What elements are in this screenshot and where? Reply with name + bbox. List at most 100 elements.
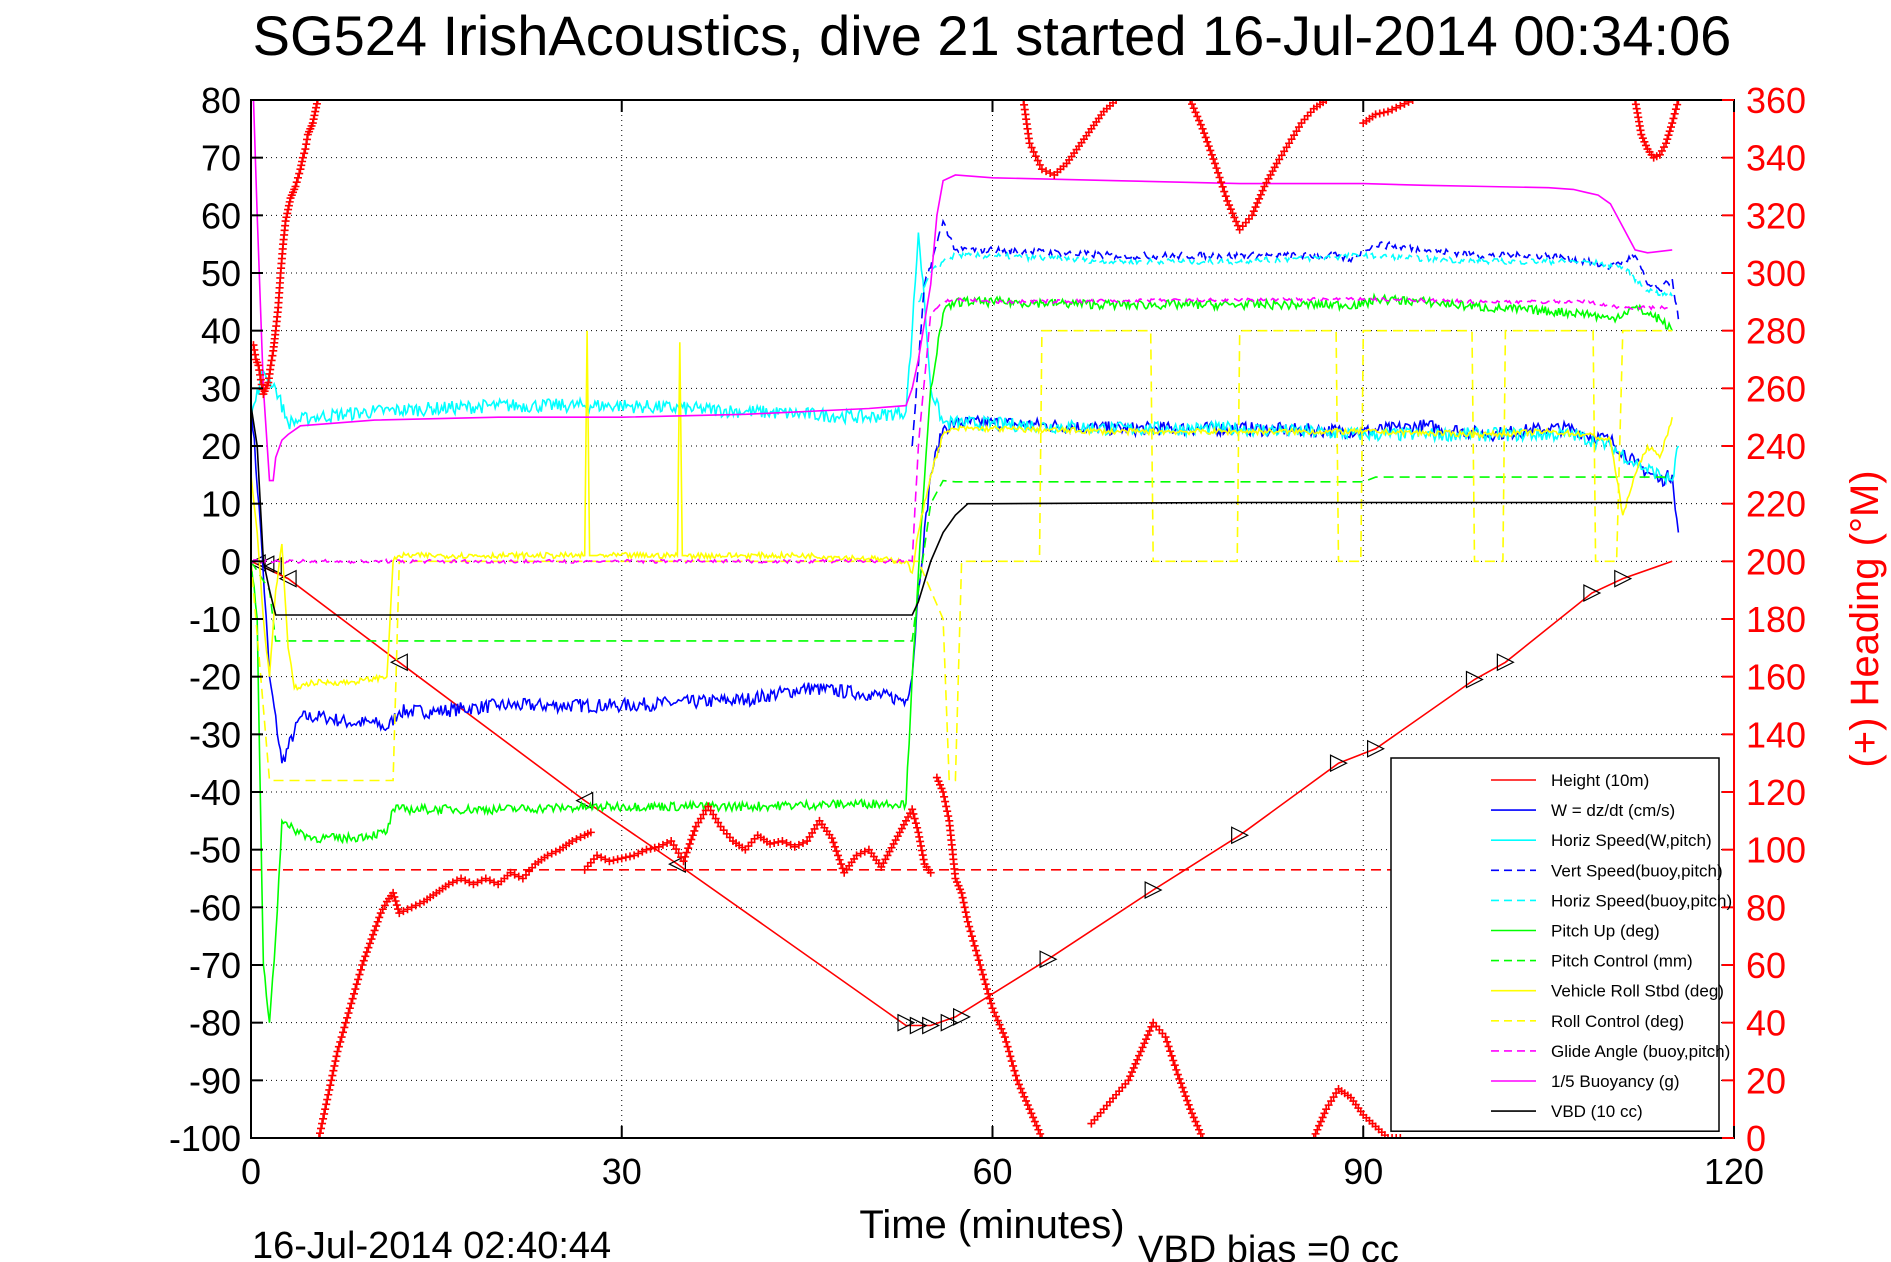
heading-marker — [1249, 207, 1258, 216]
heading-marker — [1037, 165, 1046, 174]
y2-tick-label: 20 — [1746, 1060, 1786, 1101]
heading-marker — [1169, 1056, 1178, 1065]
heading-marker — [348, 994, 357, 1003]
heading-marker — [364, 943, 373, 952]
heading-marker — [547, 849, 556, 858]
heading-marker — [981, 980, 990, 989]
heading-marker — [347, 999, 356, 1008]
heading-marker — [278, 244, 287, 253]
heading-marker — [950, 869, 959, 878]
y-tick-label: -50 — [189, 830, 241, 871]
heading-marker — [429, 891, 438, 900]
heading-marker — [260, 387, 269, 396]
heading-marker — [321, 1105, 330, 1114]
heading-marker — [334, 1042, 343, 1051]
heading-marker — [1215, 173, 1224, 182]
heading-marker — [1037, 1134, 1046, 1138]
heading-marker — [932, 773, 941, 782]
heading-marker — [829, 838, 838, 847]
heading-marker — [1204, 142, 1213, 151]
heading-marker — [917, 846, 926, 855]
series-line-1 — [251, 399, 1680, 764]
heading-marker — [1232, 217, 1241, 226]
heading-marker — [725, 833, 734, 842]
y2-tick-label: 220 — [1746, 484, 1806, 525]
heading-marker — [263, 381, 272, 390]
heading-marker — [1178, 1083, 1187, 1092]
heading-marker — [856, 849, 865, 858]
heading-marker — [373, 917, 382, 926]
heading-marker — [1408, 100, 1417, 104]
heading-marker — [441, 882, 450, 891]
heading-marker — [1024, 134, 1033, 143]
heading-marker — [860, 847, 869, 856]
heading-marker — [782, 838, 791, 847]
height-marker — [1039, 950, 1058, 969]
heading-marker — [1223, 196, 1232, 205]
heading-marker — [1200, 129, 1209, 138]
heading-marker — [1383, 107, 1392, 116]
heading-marker — [1256, 190, 1265, 199]
heading-marker — [481, 874, 490, 883]
heading-marker — [510, 870, 519, 879]
legend-label: Pitch Control (mm) — [1551, 952, 1693, 971]
heading-marker — [465, 878, 474, 887]
heading-marker — [330, 1061, 339, 1070]
heading-marker — [934, 777, 943, 786]
series-line-6 — [251, 476, 1673, 642]
heading-marker — [630, 851, 639, 860]
heading-marker — [1195, 116, 1204, 125]
y-tick-label: -20 — [189, 657, 241, 698]
heading-marker — [911, 819, 920, 828]
legend-label: Vehicle Roll Stbd (deg) — [1551, 982, 1724, 1001]
heading-marker — [924, 865, 933, 874]
heading-marker — [1306, 108, 1315, 117]
heading-marker — [674, 849, 683, 858]
heading-marker — [1320, 1109, 1329, 1118]
heading-marker — [1127, 1068, 1136, 1077]
heading-marker — [1129, 1063, 1138, 1072]
heading-marker — [987, 999, 996, 1008]
legend-label: VBD (10 cc) — [1551, 1102, 1643, 1121]
heading-marker — [1258, 186, 1267, 195]
heading-marker — [1013, 1076, 1022, 1085]
heading-marker — [786, 840, 795, 849]
heading-marker — [1020, 1092, 1029, 1101]
heading-marker — [980, 975, 989, 984]
heading-marker — [957, 888, 966, 897]
heading-marker — [1356, 1107, 1365, 1116]
heading-marker — [361, 952, 370, 961]
heading-marker — [694, 818, 703, 827]
heading-marker — [1230, 213, 1239, 222]
heading-marker — [1046, 169, 1055, 178]
heading-marker — [1131, 1059, 1140, 1068]
heading-marker — [1311, 1129, 1320, 1138]
heading-marker — [395, 909, 404, 918]
heading-marker — [281, 221, 290, 230]
height-marker — [922, 1016, 941, 1035]
heading-marker — [914, 828, 923, 837]
heading-marker — [959, 898, 968, 907]
heading-marker — [271, 330, 280, 339]
heading-marker — [392, 901, 401, 910]
heading-marker — [992, 1012, 1001, 1021]
heading-marker — [1327, 1097, 1336, 1106]
heading-marker — [1664, 131, 1673, 140]
heading-marker — [1282, 143, 1291, 152]
legend-label: 1/5 Buoyancy (g) — [1551, 1072, 1680, 1091]
heading-marker — [985, 994, 994, 1003]
heading-marker — [621, 853, 630, 862]
heading-marker — [1003, 1042, 1012, 1051]
heading-marker — [375, 913, 384, 922]
legend-label: Horiz Speed(buoy,pitch) — [1551, 891, 1732, 910]
heading-marker — [477, 876, 486, 885]
series-line-3 — [911, 218, 1680, 447]
heading-marker — [762, 837, 771, 846]
heading-marker — [1136, 1047, 1145, 1056]
heading-marker — [1196, 120, 1205, 129]
heading-marker — [323, 1095, 332, 1104]
heading-marker — [1014, 1080, 1023, 1089]
heading-marker — [1206, 146, 1215, 155]
heading-marker — [298, 153, 307, 162]
heading-marker — [709, 810, 718, 819]
